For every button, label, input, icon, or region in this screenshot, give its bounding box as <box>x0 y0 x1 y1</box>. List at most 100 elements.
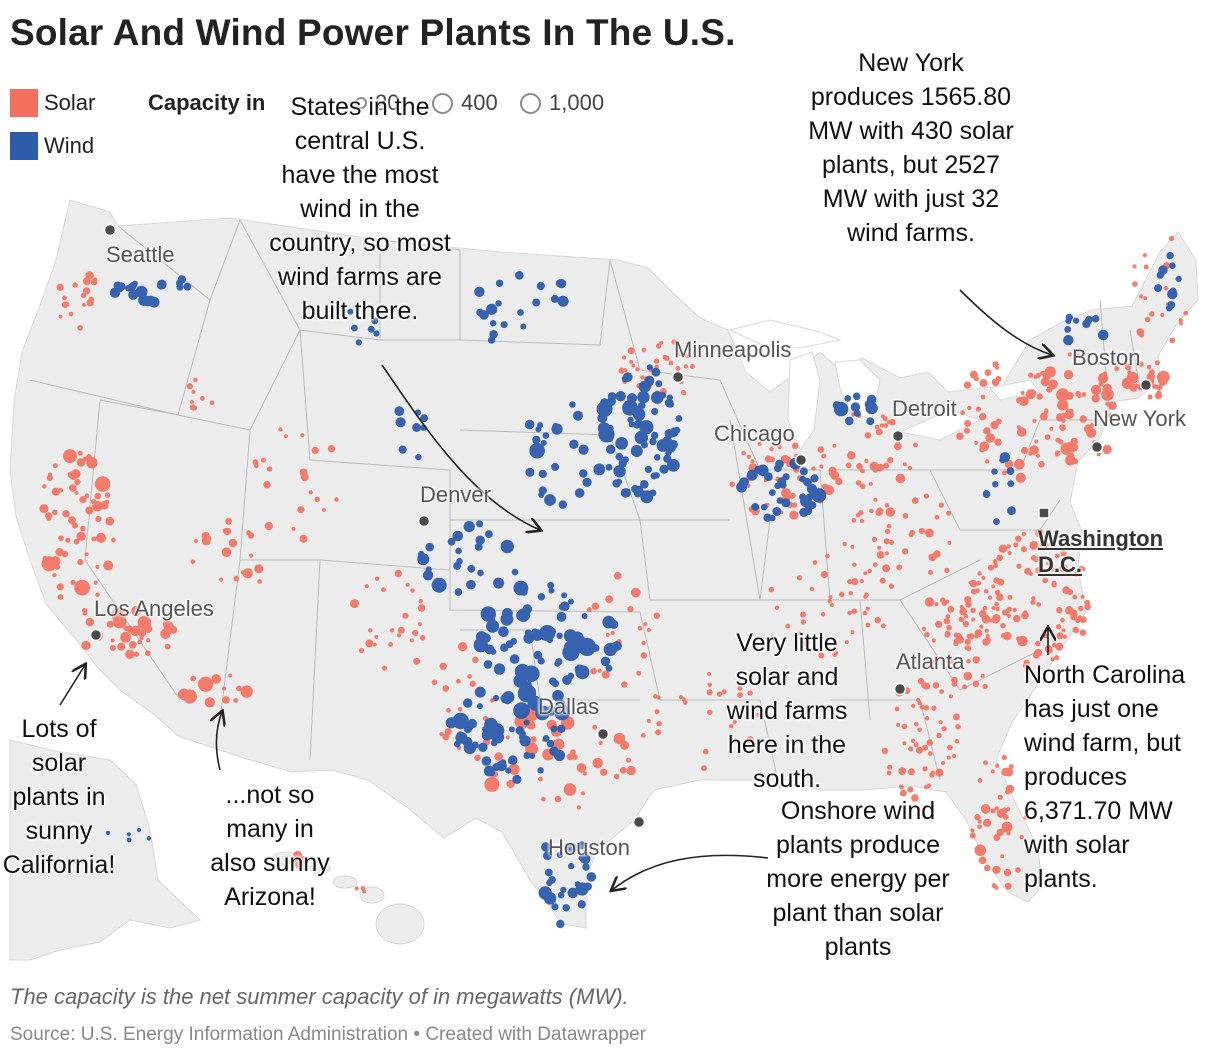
city-label-boston: Boston <box>1072 345 1141 370</box>
wind-plant-dot <box>466 579 476 590</box>
solar-plant-dot <box>76 531 86 541</box>
solar-plant-dot <box>61 301 69 308</box>
solar-plant-dot <box>671 339 677 345</box>
solar-plant-dot <box>110 638 115 643</box>
solar-plant-dot <box>254 564 264 574</box>
city-marker <box>671 370 685 384</box>
solar-plant-dots <box>39 235 1189 894</box>
solar-plant-dot <box>396 633 402 638</box>
city-marker <box>891 429 905 443</box>
solar-plant-dot <box>802 639 810 647</box>
solar-plant-dot <box>51 487 61 496</box>
wind-plant-dot <box>556 611 567 622</box>
solar-plant-dot <box>1019 834 1024 840</box>
wind-plant-dot <box>483 660 493 669</box>
solar-plant-dot <box>880 623 886 629</box>
solar-plant-dot <box>592 757 603 769</box>
solar-plant-dot <box>991 378 1000 387</box>
capacity-value-400: 400 <box>461 90 498 115</box>
wind-plant-dot <box>417 554 424 561</box>
solar-plant-dot <box>640 375 645 380</box>
solar-plant-dot <box>1006 606 1012 612</box>
solar-plant-dot <box>646 627 652 633</box>
solar-plant-dot <box>1156 390 1162 396</box>
wind-plant-dot <box>532 435 541 444</box>
wind-plant-dot <box>477 569 484 577</box>
solar-plant-dot <box>442 685 450 692</box>
wind-plant-dot <box>667 400 675 408</box>
solar-plant-dot <box>655 343 662 349</box>
wind-plant-dot <box>480 606 496 622</box>
solar-plant-dot <box>729 724 734 729</box>
solar-plant-dot <box>1065 569 1071 575</box>
solar-plant-dot <box>467 674 472 679</box>
wind-plant-dot <box>478 742 488 752</box>
solar-plant-dot <box>882 564 890 573</box>
solar-plant-dot <box>785 623 791 629</box>
solar-plant-dot <box>997 794 1003 800</box>
solar-plant-dot <box>1004 882 1012 890</box>
solar-plant-dot <box>646 719 651 723</box>
solar-plant-dot <box>911 794 919 802</box>
solar-plant-dot <box>944 632 950 638</box>
solar-plant-dot <box>716 691 723 697</box>
solar-plant-dot <box>832 443 837 448</box>
wind-plant-dot <box>447 537 456 546</box>
wind-plant-dot <box>577 841 586 850</box>
solar-plant-dot <box>934 514 940 520</box>
solar-plant-dot <box>1015 535 1022 542</box>
wind-plant-dot <box>806 483 818 494</box>
capacity-value-1000: 1,000 <box>549 90 605 115</box>
solar-plant-dot <box>354 886 359 891</box>
wind-plant-dot <box>479 310 489 320</box>
solar-plant-dot <box>189 404 196 411</box>
solar-plant-dot <box>1038 461 1045 468</box>
wind-plant-dot <box>615 391 626 402</box>
solar-plant-dot <box>1035 566 1043 574</box>
solar-plant-dot <box>1014 458 1025 470</box>
wind-plant-dot <box>183 282 192 291</box>
wind-plant-dot <box>593 463 606 476</box>
wind-plant-dot <box>558 603 566 611</box>
solar-plant-dot <box>981 614 991 624</box>
solar-plant-dot <box>951 753 957 759</box>
wind-plant-dot <box>560 886 567 893</box>
wind-plant-dot <box>556 278 567 289</box>
solar-plant-dot <box>372 642 377 647</box>
solar-plant-dot <box>921 626 927 631</box>
solar-plant-dot <box>610 630 615 636</box>
solar-plant-dot <box>995 418 1002 425</box>
solar-plant-dot <box>964 419 972 427</box>
wind-plant-dot <box>605 444 616 454</box>
solar-plant-dot <box>58 314 63 319</box>
solar-plant-dot <box>1178 321 1183 326</box>
solar-plant-dot <box>76 458 86 467</box>
solar-plant-dot <box>82 277 91 286</box>
wind-plant-dot <box>532 695 541 704</box>
solar-plant-dot <box>114 616 127 629</box>
wind-plant-dot <box>538 469 547 478</box>
solar-plant-dot <box>1049 426 1054 431</box>
solar-plant-dot <box>65 537 71 543</box>
annotation-central-wind: States in the central U.S. have the most… <box>269 93 451 325</box>
solar-plant-dot <box>365 639 374 648</box>
solar-plant-dot <box>89 301 94 306</box>
wind-plant-dot <box>510 637 517 645</box>
solar-plant-dot <box>963 381 972 389</box>
solar-plant-dot <box>103 560 114 571</box>
solar-plant-dot <box>1132 281 1138 287</box>
solar-plant-dot <box>908 532 914 538</box>
solar-plant-dot <box>682 390 687 396</box>
solar-plant-dot <box>590 667 597 675</box>
wind-plant-dot <box>498 626 509 637</box>
wind-plant-dot <box>649 437 657 446</box>
solar-plant-dot <box>93 580 98 585</box>
wind-plant-dot <box>371 317 379 325</box>
solar-plant-dot <box>967 405 972 411</box>
source-credit: Source: U.S. Energy Information Administ… <box>10 1024 647 1045</box>
solar-plant-dot <box>980 394 986 400</box>
wind-plant-dot <box>1097 329 1109 341</box>
solar-plant-dot <box>73 538 80 545</box>
wind-plant-dot <box>774 482 781 490</box>
solar-plant-dot <box>796 575 803 581</box>
